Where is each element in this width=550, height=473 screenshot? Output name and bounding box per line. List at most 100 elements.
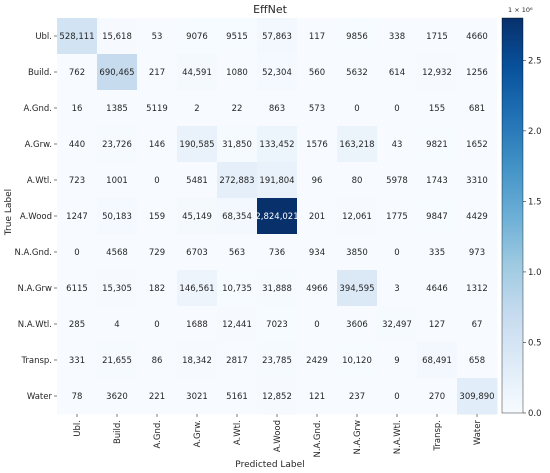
- heatmap-cell: [97, 18, 138, 55]
- cell-value-label: 762: [69, 68, 85, 78]
- heatmap-cell: [297, 90, 338, 127]
- cell-value-label: 270: [429, 392, 445, 402]
- heatmap-cell: [377, 378, 418, 415]
- heatmap-cell: [137, 90, 178, 127]
- cell-value-label: 44,591: [182, 68, 212, 78]
- heatmap-cell: [257, 234, 298, 271]
- y-tick-label: A.Wood: [20, 212, 52, 222]
- heatmap-cell: [97, 306, 138, 343]
- cell-value-label: 121: [309, 392, 325, 402]
- x-tick-label: Build.: [113, 420, 123, 444]
- heatmap-cell: [97, 162, 138, 199]
- heatmap-cell: [257, 54, 298, 91]
- cell-value-label: 43: [392, 140, 403, 150]
- cell-value-label: 53: [152, 32, 163, 42]
- colorbar-tick-label: 2.0: [528, 127, 542, 137]
- cell-value-label: 22: [232, 104, 243, 114]
- heatmap-cell: [257, 378, 298, 415]
- heatmap-cell: [457, 342, 498, 379]
- heatmap-cell: [377, 90, 418, 127]
- y-tick-label: Ubl.: [35, 32, 52, 42]
- cell-value-label: 4429: [466, 212, 488, 222]
- cell-value-label: 2817: [226, 356, 248, 366]
- cell-value-label: 217: [149, 68, 165, 78]
- heatmap-cell: [257, 90, 298, 127]
- heatmap-cell: [337, 54, 378, 91]
- cell-value-label: 573: [309, 104, 325, 114]
- cell-value-label: 10,120: [342, 356, 372, 366]
- heatmap-cell: [177, 90, 218, 127]
- heatmap-cell: [217, 198, 258, 235]
- heatmap-cell: [297, 306, 338, 343]
- heatmap-cell: [137, 18, 178, 55]
- x-tick-label: A.Wtl.: [233, 420, 243, 445]
- cell-value-label: 331: [69, 356, 85, 366]
- heatmap-cell: [97, 198, 138, 235]
- cell-value-label: 5119: [146, 104, 168, 114]
- heatmap-cell: [417, 18, 458, 55]
- heatmap-cell: [337, 270, 378, 307]
- heatmap-cell: [417, 342, 458, 379]
- cell-value-label: 2,824,021: [255, 212, 298, 222]
- cell-value-label: 9076: [186, 32, 208, 42]
- cell-value-label: 12,852: [262, 392, 292, 402]
- heatmap-cell: [457, 270, 498, 307]
- heatmap-cell: [297, 54, 338, 91]
- heatmap-cell: [217, 306, 258, 343]
- cell-value-label: 9: [394, 356, 399, 366]
- heatmap-cell: [257, 126, 298, 163]
- heatmap-cell: [337, 342, 378, 379]
- y-tick-label: N.A.Wtl.: [18, 320, 52, 330]
- x-tick-label: A.Wood: [273, 420, 283, 452]
- heatmap-cell: [57, 378, 98, 415]
- cell-value-label: 1001: [106, 176, 128, 186]
- cell-value-label: 563: [229, 248, 245, 258]
- cell-value-label: 3620: [106, 392, 128, 402]
- x-tick-label: N.A.Grw: [353, 420, 363, 455]
- heatmap-cell: [417, 54, 458, 91]
- heatmap-cell-labels: 528,111 15,618 53 9076 9515 57,863 117 9856 338 1…: [59, 32, 494, 402]
- cell-value-label: 237: [349, 392, 365, 402]
- cell-value-label: 3850: [346, 248, 368, 258]
- cell-value-label: 96: [312, 176, 323, 186]
- cell-value-label: 5481: [186, 176, 208, 186]
- heatmap-cell: [217, 378, 258, 415]
- y-tick-label: Water: [27, 392, 53, 402]
- y-tick-label: N.A.Gnd.: [15, 248, 53, 258]
- heatmap-cell: [457, 198, 498, 235]
- cell-value-label: 0: [394, 104, 399, 114]
- cell-value-label: 560: [309, 68, 325, 78]
- cell-value-label: 0: [394, 392, 399, 402]
- x-tick-label: N.A.Wtl.: [393, 420, 403, 454]
- cell-value-label: 0: [394, 248, 399, 258]
- cell-value-label: 863: [269, 104, 285, 114]
- heatmap-cell: [457, 90, 498, 127]
- heatmap-cell: [97, 342, 138, 379]
- cell-value-label: 614: [389, 68, 405, 78]
- y-tick-label: A.Wtl.: [27, 176, 52, 186]
- cell-value-label: 201: [309, 212, 325, 222]
- cell-value-label: 12,932: [422, 68, 452, 78]
- cell-value-label: 18,342: [182, 356, 212, 366]
- heatmap-cell: [257, 162, 298, 199]
- heatmap-cell: [417, 306, 458, 343]
- cell-value-label: 7023: [266, 320, 288, 330]
- heatmap-cell: [337, 198, 378, 235]
- cell-value-label: 57,863: [262, 32, 292, 42]
- heatmap-cell: [297, 270, 338, 307]
- heatmap-cell: [57, 90, 98, 127]
- heatmap-cell: [57, 18, 98, 55]
- heatmap-cell: [417, 162, 458, 199]
- heatmap-cell: [137, 378, 178, 415]
- cell-value-label: 221: [149, 392, 165, 402]
- heatmap-cell: [217, 18, 258, 55]
- cell-value-label: 117: [309, 32, 325, 42]
- cell-value-label: 4: [114, 320, 119, 330]
- cell-value-label: 190,585: [179, 140, 214, 150]
- heatmap-cell: [177, 306, 218, 343]
- heatmap-cell: [177, 18, 218, 55]
- colorbar-tick-label: 1.0: [528, 268, 542, 278]
- colorbar-tick-label: 2.5: [528, 56, 542, 66]
- cell-value-label: 3021: [186, 392, 208, 402]
- cell-value-label: 2429: [306, 356, 328, 366]
